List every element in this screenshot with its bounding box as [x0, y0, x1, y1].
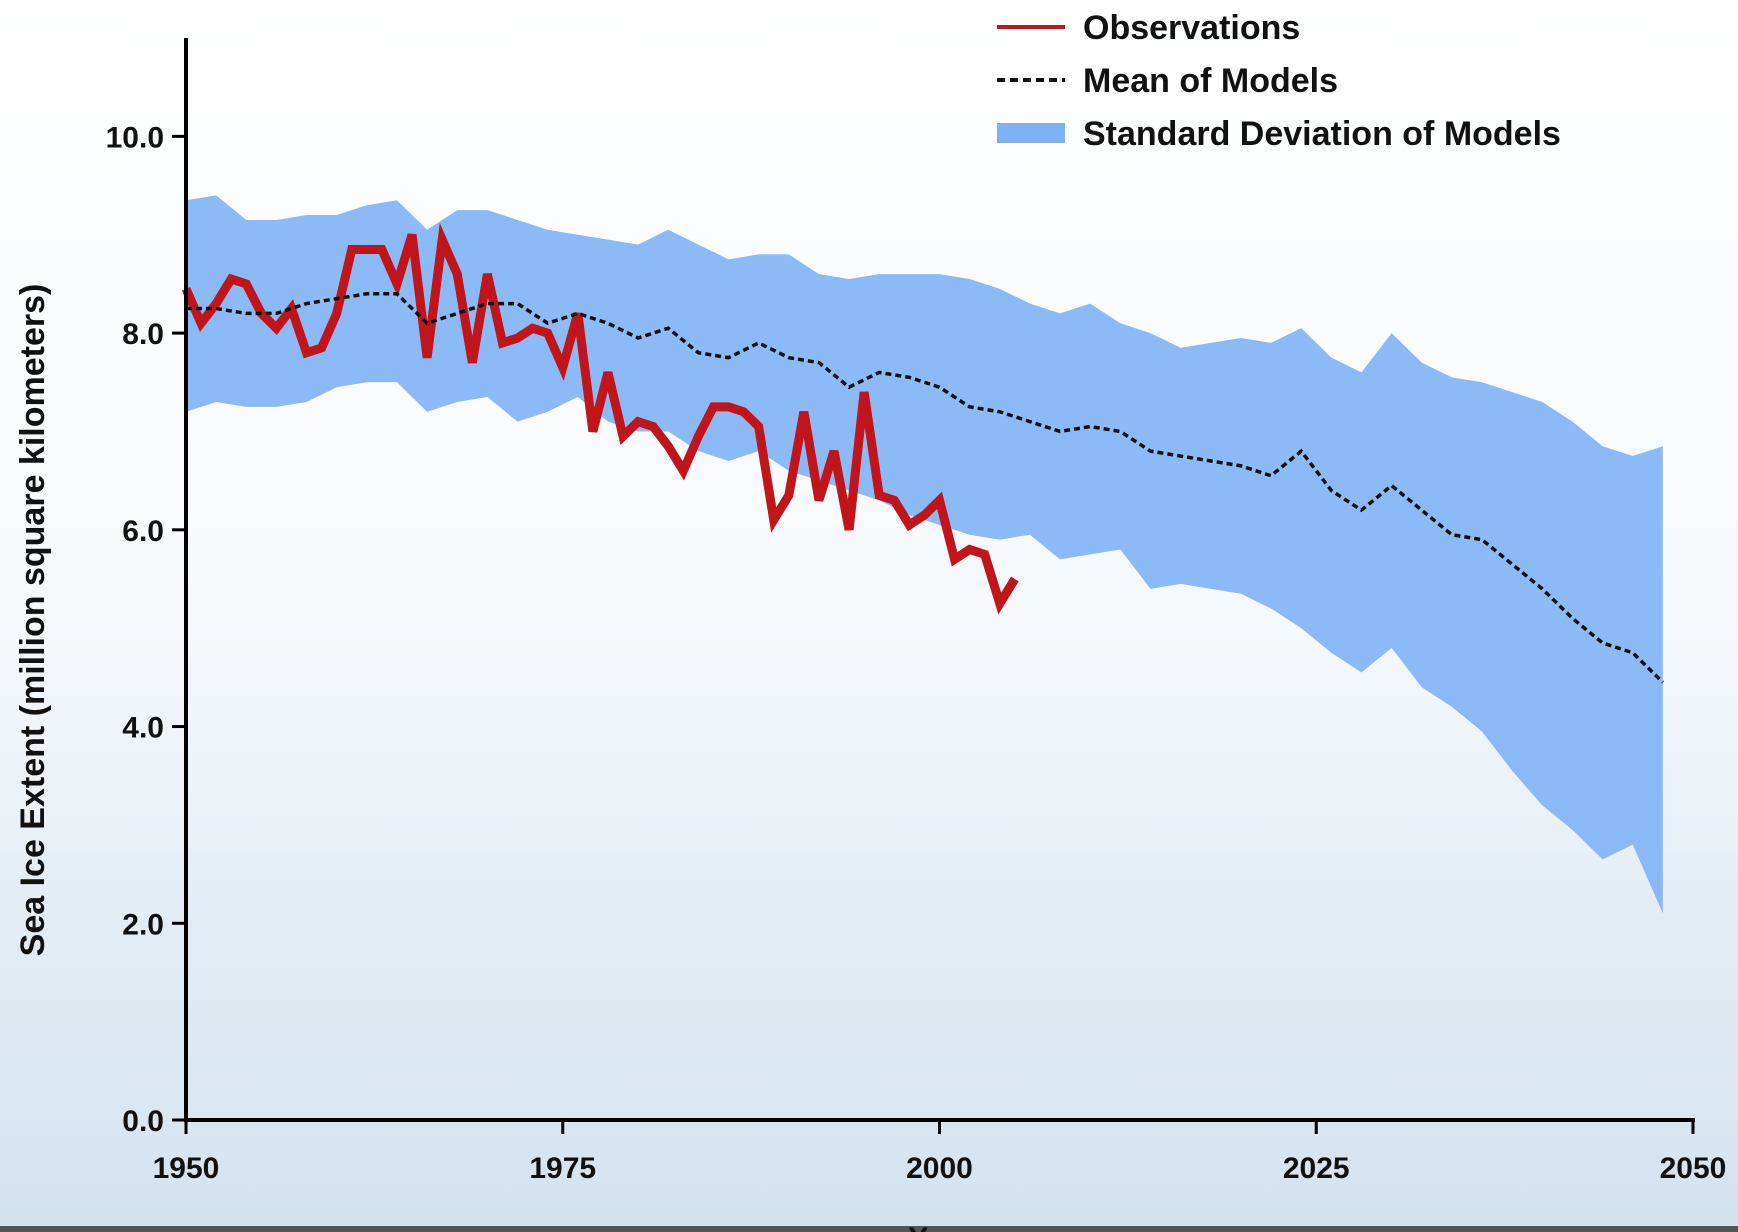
x-tick-label: 2000 — [906, 1152, 973, 1185]
legend-swatch — [997, 123, 1065, 143]
x-axis-label: Year — [908, 1222, 972, 1232]
bottom-bar — [0, 1226, 1738, 1232]
x-tick-label: 1950 — [153, 1152, 220, 1185]
y-axis-label: Sea Ice Extent (million square kilometer… — [14, 284, 52, 957]
y-tick-label: 8.0 — [122, 318, 164, 351]
legend-label: Observations — [1083, 9, 1300, 47]
chart: Sea Ice Extent (million square kilometer… — [0, 0, 1738, 1232]
x-tick-label: 2025 — [1283, 1152, 1350, 1185]
y-tick-label: 10.0 — [106, 121, 164, 154]
x-tick-label: 2050 — [1660, 1152, 1727, 1185]
legend-label: Mean of Models — [1083, 62, 1338, 100]
y-tick-label: 4.0 — [122, 712, 164, 745]
y-tick-label: 6.0 — [122, 515, 164, 548]
y-tick-label: 0.0 — [122, 1105, 164, 1138]
legend-label: Standard Deviation of Models — [1083, 115, 1561, 153]
y-tick-label: 2.0 — [122, 908, 164, 941]
x-tick-label: 1975 — [529, 1152, 596, 1185]
